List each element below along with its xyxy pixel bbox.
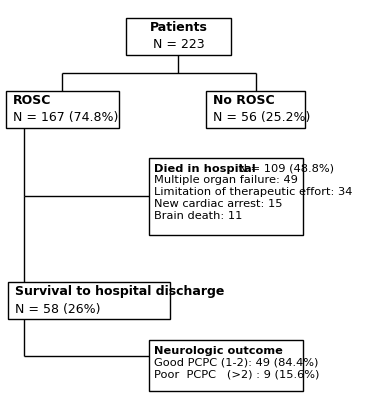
Text: N = 56 (25.2%): N = 56 (25.2%) xyxy=(213,112,311,124)
Text: Multiple organ failure: 49: Multiple organ failure: 49 xyxy=(154,176,298,186)
Text: Died in hospital: Died in hospital xyxy=(154,164,256,174)
FancyBboxPatch shape xyxy=(8,282,169,319)
Text: New cardiac arrest: 15: New cardiac arrest: 15 xyxy=(154,199,282,209)
Text: Survival to hospital discharge: Survival to hospital discharge xyxy=(15,286,224,298)
Text: N = 109 (48.8%): N = 109 (48.8%) xyxy=(224,164,334,174)
Text: Brain death: 11: Brain death: 11 xyxy=(154,211,242,221)
Text: Patients: Patients xyxy=(149,21,207,34)
FancyBboxPatch shape xyxy=(149,340,303,391)
Text: ROSC: ROSC xyxy=(13,94,52,107)
Text: Limitation of therapeutic effort: 34: Limitation of therapeutic effort: 34 xyxy=(154,187,352,197)
FancyBboxPatch shape xyxy=(149,158,303,234)
FancyBboxPatch shape xyxy=(206,90,305,128)
Text: Neurologic outcome: Neurologic outcome xyxy=(154,346,283,356)
Text: N = 223: N = 223 xyxy=(152,38,204,52)
FancyBboxPatch shape xyxy=(126,18,231,55)
Text: N = 58 (26%): N = 58 (26%) xyxy=(15,303,100,316)
FancyBboxPatch shape xyxy=(6,90,119,128)
Text: Good PCPC (1-2): 49 (84.4%): Good PCPC (1-2): 49 (84.4%) xyxy=(154,358,318,368)
Text: Poor  PCPC   (>2) : 9 (15.6%): Poor PCPC (>2) : 9 (15.6%) xyxy=(154,370,319,380)
Text: No ROSC: No ROSC xyxy=(213,94,275,107)
Text: N = 167 (74.8%): N = 167 (74.8%) xyxy=(13,112,119,124)
